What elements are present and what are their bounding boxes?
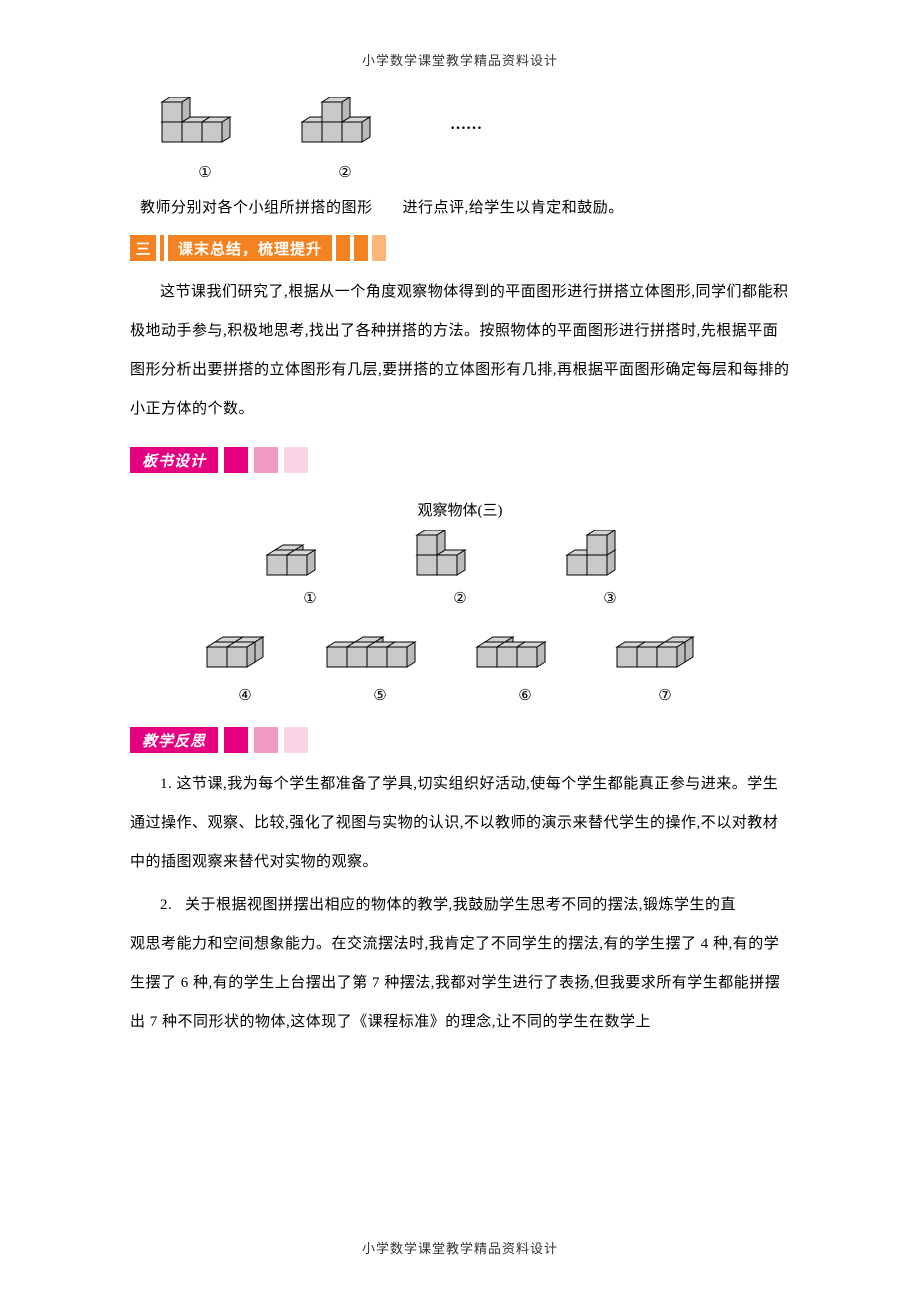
board-row-1: ① ② ③	[130, 530, 790, 608]
board-label-5: ⑤	[325, 686, 435, 705]
ellipsis: ……	[450, 116, 482, 134]
board-item-7: ⑦	[615, 622, 715, 705]
board-label-4: ④	[205, 686, 285, 705]
banner-text: 课末总结，梳理提升	[168, 235, 332, 261]
top-cubes-row: ① ② ……	[160, 97, 790, 182]
reflect2-b: 关于根据视图拼摆出相应的物体的教学,我鼓励学生思考不同的摆法,锻炼学生的直	[185, 897, 736, 913]
board-label-2: ②	[415, 589, 505, 608]
line1-a: 教师分别对各个小组所拼搭的图形	[140, 200, 373, 216]
line1-b: 进行点评,给学生以肯定和鼓励。	[403, 200, 624, 216]
board-item-4: ④	[205, 622, 285, 705]
board-item-5: ⑤	[325, 622, 435, 705]
board-item-2: ②	[415, 530, 505, 608]
cube-group-1: ①	[160, 97, 250, 182]
reflect2-num: 2.	[160, 897, 172, 913]
banner-num-icon: 三	[130, 235, 156, 261]
board-title: 观察物体(三)	[130, 499, 790, 520]
board-item-1: ①	[265, 530, 355, 608]
page-footer: 小学数学课堂教学精品资料设计	[0, 1238, 920, 1257]
pink-banner-board: 板书设计	[130, 447, 308, 473]
board-label-1: ①	[265, 589, 355, 608]
pink-banner-reflect-text: 教学反思	[130, 727, 218, 753]
cube-label-2: ②	[300, 163, 390, 182]
board-label-6: ⑥	[475, 686, 575, 705]
reflect-para-2: 2. 关于根据视图拼摆出相应的物体的教学,我鼓励学生思考不同的摆法,锻炼学生的直	[130, 886, 790, 925]
board-label-3: ③	[565, 589, 655, 608]
pink-banner-reflect: 教学反思	[130, 727, 308, 753]
page-header: 小学数学课堂教学精品资料设计	[130, 50, 790, 69]
board-item-3: ③	[565, 530, 655, 608]
reflect-para-1: 1. 这节课,我为每个学生都准备了学具,切实组织好活动,使每个学生都能真正参与进…	[130, 765, 790, 882]
board-item-6: ⑥	[475, 622, 575, 705]
board-row-2: ④ ⑤ ⑥	[130, 622, 790, 705]
cube-group-2: ②	[300, 97, 390, 182]
reflect-para-2c: 观思考能力和空间想象能力。在交流摆法时,我肯定了不同学生的摆法,有的学生摆了 4…	[130, 925, 790, 1042]
cube-label-1: ①	[160, 163, 250, 182]
teacher-comment-line: 教师分别对各个小组所拼搭的图形 进行点评,给学生以肯定和鼓励。	[140, 196, 790, 217]
section-banner-3: 三 课末总结，梳理提升	[130, 235, 386, 261]
board-label-7: ⑦	[615, 686, 715, 705]
summary-paragraph: 这节课我们研究了,根据从一个角度观察物体得到的平面图形进行拼搭立体图形,同学们都…	[130, 273, 790, 429]
pink-banner-board-text: 板书设计	[130, 447, 218, 473]
